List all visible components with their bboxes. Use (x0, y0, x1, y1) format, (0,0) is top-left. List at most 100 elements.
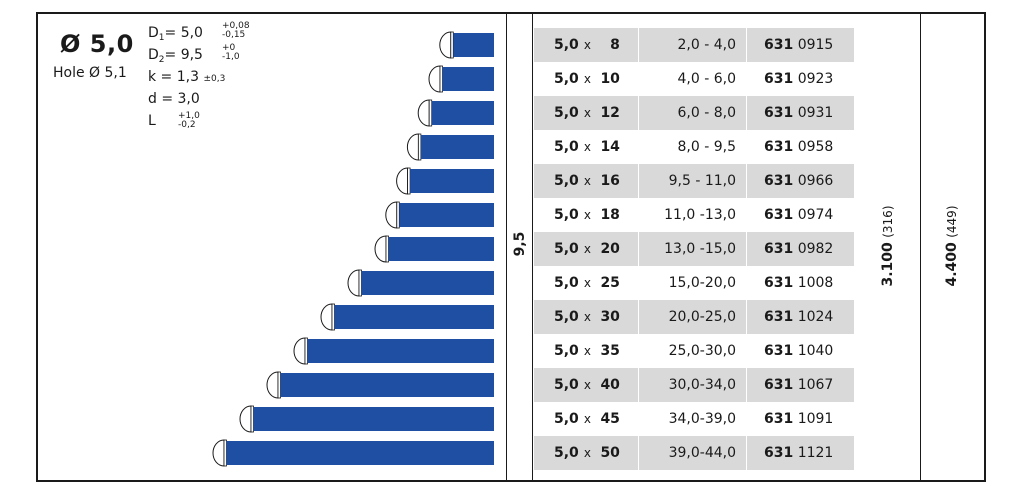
size-cell: 5,0 x 30 (554, 309, 620, 325)
grip-range-cell: 6,0 - 8,0 (677, 105, 736, 121)
article-number-cell: 631 0966 (764, 173, 834, 189)
rivet-8 (439, 31, 494, 59)
rivet-flange (439, 65, 443, 93)
size-cell: 5,0 x 16 (554, 173, 620, 189)
article-number-cell: 631 0923 (764, 71, 834, 87)
size-cell: 5,0 x 40 (554, 377, 620, 393)
rivet-flange (407, 167, 411, 195)
grip-range-cell: 9,5 - 11,0 (668, 173, 736, 189)
article-number-cell: 631 1040 (764, 343, 834, 359)
rivet-head (266, 371, 279, 399)
size-cell: 5,0 x 14 (554, 139, 620, 155)
rivet-body (420, 135, 494, 159)
article-number-cell: 631 0958 (764, 139, 834, 155)
article-number-cell: 631 1121 (764, 445, 834, 461)
head-diameter-value: 9,5 (512, 231, 528, 257)
rivet-flange (250, 405, 254, 433)
size-cell: 5,0 x 12 (554, 105, 620, 121)
rivet-body (280, 373, 494, 397)
grip-range-cell: 13,0 -15,0 (664, 241, 736, 257)
rivet-body (307, 339, 494, 363)
rivet-head (385, 201, 398, 229)
table-separator-2 (746, 14, 747, 476)
rivet-body (399, 203, 494, 227)
article-number-cell: 631 0931 (764, 105, 834, 121)
table-row: 5,0 x 18 11,0 -13,0 631 0974 (534, 198, 854, 232)
table-row: 5,0 x 8 2,0 - 4,0 631 0915 (534, 28, 854, 62)
rivet-table: 5,0 x 8 2,0 - 4,0 631 0915 5,0 x 10 4,0 - 6,0 631… (534, 28, 854, 470)
rivet-20 (374, 235, 494, 263)
rivet-flange (223, 439, 227, 467)
grip-range-cell: 25,0-30,0 (668, 343, 736, 359)
grip-range-cell: 39,0-44,0 (668, 445, 736, 461)
rivet-body (334, 305, 494, 329)
table-row: 5,0 x 12 6,0 - 8,0 631 0931 (534, 96, 854, 130)
table-row: 5,0 x 14 8,0 - 9,5 631 0958 (534, 130, 854, 164)
table-row: 5,0 x 45 34,0-39,0 631 1091 (534, 402, 854, 436)
rivet-head (374, 235, 387, 263)
rivet-head (293, 337, 306, 365)
rivet-12 (417, 99, 494, 127)
table-row: 5,0 x 30 20,0-25,0 631 1024 (534, 300, 854, 334)
rivet-10 (428, 65, 494, 93)
tol-d1: +0,08 -0,15 (222, 21, 250, 40)
article-number-cell: 631 1091 (764, 411, 834, 427)
tol-d2: +0 -1,0 (222, 43, 240, 62)
tol-l: +1,0 -0,2 (178, 111, 200, 130)
table-row: 5,0 x 35 25,0-30,0 631 1040 (534, 334, 854, 368)
table-frame (36, 12, 986, 482)
column-divider-1 (506, 14, 507, 480)
rivet-14 (406, 133, 494, 161)
column-divider-3 (920, 14, 921, 480)
rivet-flange (277, 371, 281, 399)
article-number-cell: 631 0982 (764, 241, 834, 257)
size-cell: 5,0 x 18 (554, 207, 620, 223)
table-row: 5,0 x 10 4,0 - 6,0 631 0923 (534, 62, 854, 96)
rivet-flange (358, 269, 362, 297)
article-number-cell: 631 0974 (764, 207, 834, 223)
table-row: 5,0 x 20 13,0 -15,0 631 0982 (534, 232, 854, 266)
diameter-title: Ø 5,0 (60, 30, 134, 58)
grip-range-cell: 34,0-39,0 (668, 411, 736, 427)
rivet-40 (266, 371, 494, 399)
size-cell: 5,0 x 25 (554, 275, 620, 291)
rivet-body (226, 441, 494, 465)
rivet-head (439, 31, 452, 59)
grip-range-cell: 2,0 - 4,0 (677, 37, 736, 53)
rivet-head (212, 439, 225, 467)
grip-range-cell: 15,0-20,0 (668, 275, 736, 291)
rivet-45 (239, 405, 494, 433)
article-number-cell: 631 0915 (764, 37, 834, 53)
grip-range-cell: 8,0 - 9,5 (677, 139, 736, 155)
rivet-16 (396, 167, 494, 195)
rivet-head (320, 303, 333, 331)
rivet-body (253, 407, 494, 431)
grip-range-cell: 4,0 - 6,0 (677, 71, 736, 87)
rivet-35 (293, 337, 494, 365)
size-cell: 5,0 x 50 (554, 445, 620, 461)
rivet-body (431, 101, 494, 125)
spec-d2: D2= 9,5 (148, 47, 203, 65)
table-row: 5,0 x 16 9,5 - 11,0 631 0966 (534, 164, 854, 198)
rivet-head (347, 269, 360, 297)
rivet-drawings (212, 31, 494, 467)
rivet-head (396, 167, 409, 195)
rivet-25 (347, 269, 494, 297)
spec-d: d = 3,0 (148, 91, 200, 107)
rivet-body (442, 67, 494, 91)
size-cell: 5,0 x 35 (554, 343, 620, 359)
table-row: 5,0 x 40 30,0-34,0 631 1067 (534, 368, 854, 402)
rivet-body (453, 33, 494, 57)
size-cell: 5,0 x 8 (554, 37, 620, 53)
rivet-flange (304, 337, 308, 365)
table-separator-1 (638, 14, 639, 476)
rivet-flange (396, 201, 400, 229)
rivet-flange (417, 133, 422, 161)
grip-range-cell: 11,0 -13,0 (664, 207, 736, 223)
rivet-head (239, 405, 252, 433)
size-cell: 5,0 x 45 (554, 411, 620, 427)
table-row: 5,0 x 50 39,0-44,0 631 1121 (534, 436, 854, 470)
rivet-head (406, 133, 419, 161)
spec-d1: D1= 5,0 (148, 25, 203, 43)
rivet-flange (385, 235, 389, 263)
